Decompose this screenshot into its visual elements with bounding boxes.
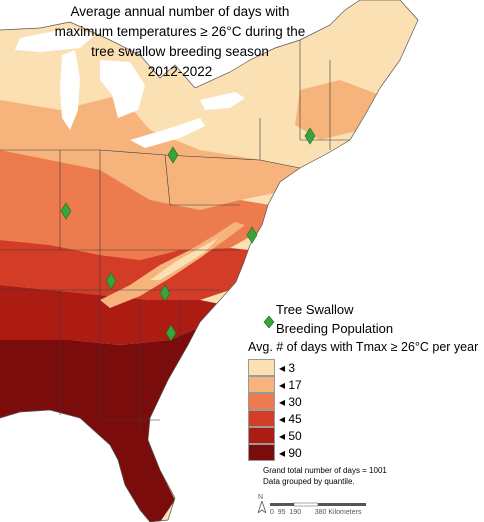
lake-ontario <box>200 92 245 110</box>
title-line-1: Average annual number of days with <box>70 4 290 19</box>
population-marker-indiana <box>60 202 72 220</box>
zone-17 <box>0 95 300 210</box>
population-marker-tennessee <box>105 272 117 290</box>
legend-class-3-label: 3 <box>288 361 296 375</box>
population-marker-north-carolina <box>159 284 171 302</box>
legend-class-45-label: 45 <box>288 412 302 426</box>
legend-symbol-label-1: Tree Swallow <box>276 302 354 317</box>
legend-symbol-label-2: Breeding Population <box>276 321 394 336</box>
legend-class-50: ◂ 50 <box>279 429 302 443</box>
zone-30 <box>0 150 270 260</box>
north-arrow-icon <box>257 499 267 515</box>
legend-class-3: ◂ 3 <box>279 361 296 375</box>
grand-total-note: Grand total number of days = 1001 <box>263 466 387 475</box>
grouping-note: Data grouped by quantile. <box>263 477 355 486</box>
legend-class-17-label: 17 <box>288 378 302 392</box>
map-title: Average annual number of days with maxim… <box>0 2 360 82</box>
legend-swatch-3 <box>248 359 275 376</box>
scale-bar-graphic <box>270 502 366 507</box>
legend-swatch-50 <box>248 427 275 444</box>
north-arrow: N <box>257 494 267 515</box>
legend-class-17: ◂ 17 <box>279 378 302 392</box>
legend-class-50-label: 50 <box>288 429 302 443</box>
title-line-4: 2012-2022 <box>147 64 213 79</box>
lake-superior <box>15 28 95 52</box>
lake-erie <box>130 118 205 148</box>
state-borders <box>0 40 350 430</box>
legend-class-30-label: 30 <box>288 395 302 409</box>
population-marker-virginia <box>246 226 258 244</box>
legend-class-90-label: 90 <box>288 446 302 460</box>
legend-class-45: ◂ 45 <box>279 412 302 426</box>
legend-class-90: ◂ 90 <box>279 446 302 460</box>
north-label: N <box>258 494 264 501</box>
legend-diamond-icon <box>263 316 275 328</box>
legend-swatch-90 <box>248 444 275 461</box>
population-marker-south-carolina <box>165 324 177 342</box>
lake-huron <box>100 60 145 118</box>
scale-bar-label: 0 95 190 380 Kilometers <box>270 509 362 516</box>
legend-class-30: ◂ 30 <box>279 395 302 409</box>
legend-swatch-17 <box>248 376 275 393</box>
scale-bar: 0 95 190 380 Kilometers <box>270 502 390 516</box>
population-marker-massachusetts <box>304 127 316 145</box>
legend-swatch-45 <box>248 410 275 427</box>
zone-mountains-light <box>150 238 218 280</box>
title-line-3: tree swallow breeding season <box>91 44 269 59</box>
population-marker-ohio <box>167 146 179 164</box>
legend-heading: Avg. # of days with Tmax ≥ 26°C per year <box>248 340 479 354</box>
legend-swatch-30 <box>248 393 275 410</box>
lake-michigan <box>60 50 80 130</box>
title-line-2: maximum temperatures ≥ 26°C during the <box>54 24 306 39</box>
